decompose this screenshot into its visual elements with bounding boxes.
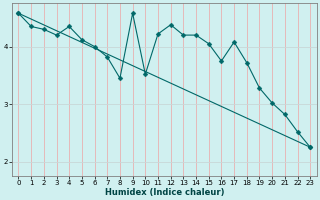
X-axis label: Humidex (Indice chaleur): Humidex (Indice chaleur) <box>105 188 224 197</box>
